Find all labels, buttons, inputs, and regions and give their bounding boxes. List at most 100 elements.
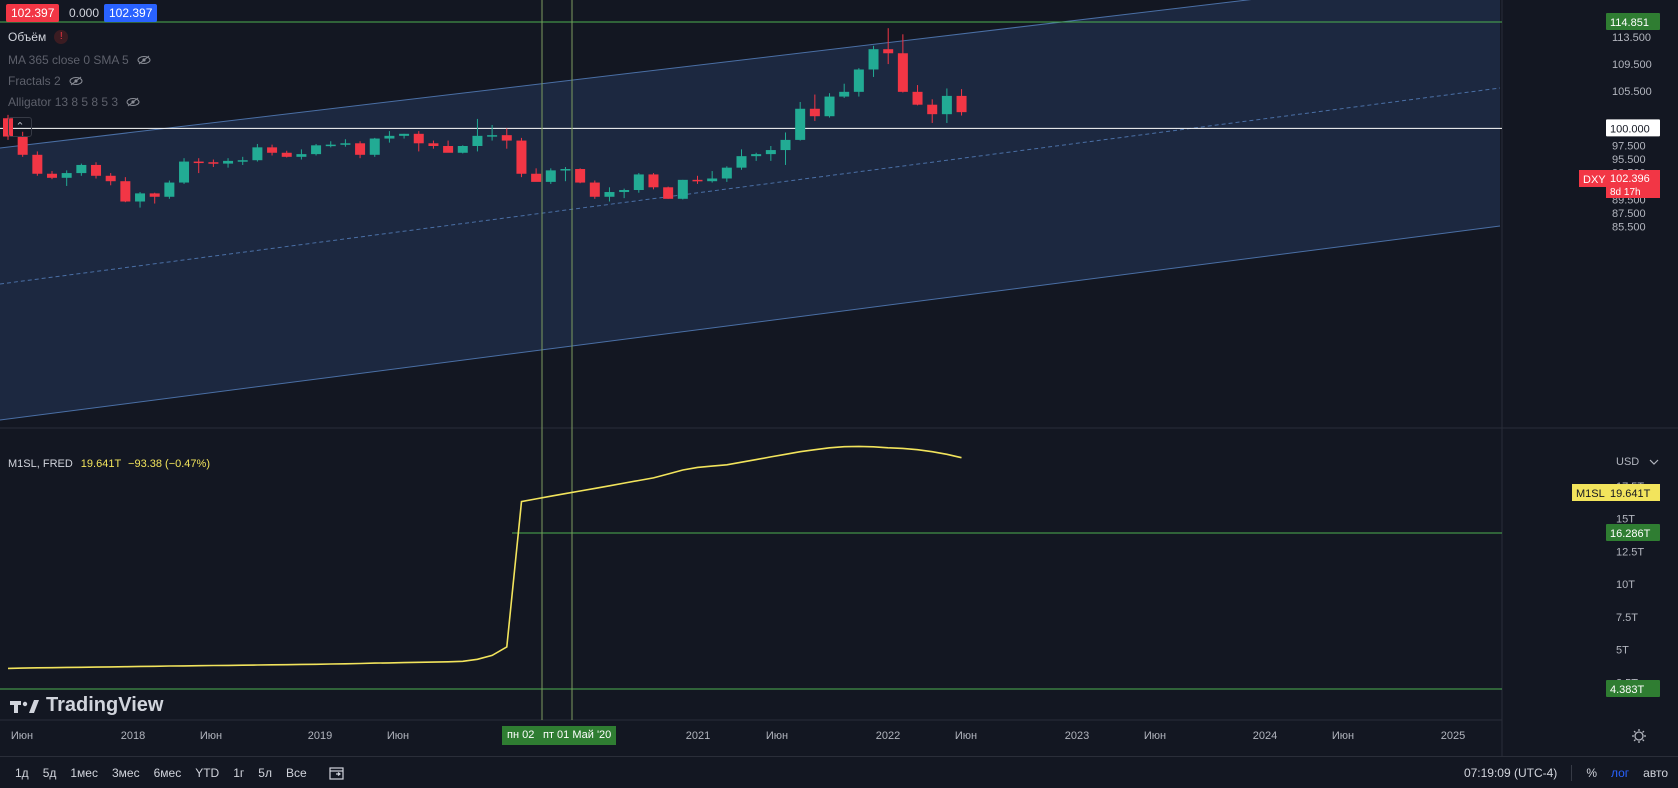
legend-fractals[interactable]: Fractals 2 [8,74,83,88]
timeframe-button[interactable]: 3мес [111,765,140,780]
gear-icon-tooth [1633,730,1636,733]
auto-scale-toggle[interactable]: авто [1643,765,1668,780]
time-axis-label: Июн [766,730,788,742]
candle-body [780,139,791,151]
candle-body [413,133,424,144]
price-tick-label: 105.500 [1612,86,1652,98]
m1-tick-label: 5T [1616,645,1629,657]
m1-tag-low-bg [1606,680,1660,697]
legend-ma-label: MA 365 close 0 SMA 5 [8,53,129,67]
candle-body [193,161,204,164]
eye-hidden-icon[interactable] [126,97,140,107]
candle-body [545,170,556,182]
price-tick-label: 113.500 [1612,32,1651,44]
candle-body [912,91,923,105]
candle-body [751,154,762,157]
legend-alligator-label: Alligator 13 8 5 8 5 3 [8,95,119,109]
m1-symbol-tag-bg [1572,484,1606,501]
time-axis-label: Июн [200,730,222,742]
time-axis-label: Июн [387,730,409,742]
m1-tick-label: 7.5T [1616,612,1638,624]
m1-tick-label: 10T [1616,579,1635,591]
date-range-icon[interactable] [328,765,346,781]
divider [1571,764,1573,781]
channel-lower-line [0,225,1501,421]
timeframe-button[interactable]: Все [285,765,307,780]
price-tick-label: 95.500 [1612,154,1646,166]
time-axis-label: Июн [955,730,977,742]
timeframe-button[interactable]: 5д [42,765,57,780]
timeframe-button[interactable]: 6мес [153,765,182,780]
log-scale-toggle[interactable]: лог [1610,765,1630,780]
legend-ma[interactable]: MA 365 close 0 SMA 5 [8,53,151,67]
clock-timezone[interactable]: 07:19:09 (UTC-4) [1463,765,1558,780]
m1-tick-label: 12.5T [1616,546,1644,558]
time-axis-label: 2025 [1441,730,1465,742]
dxy-countdown: 8d 17h [1610,187,1641,198]
timeframe-list: 1д 5д 1мес 3мес 6мес YTD 1г 5л Все [0,766,314,780]
percent-scale-toggle[interactable]: % [1586,765,1597,780]
candle-body [516,140,527,174]
candle-body [677,179,688,199]
tradingview-watermark: TradingView [10,694,163,717]
candle-body [399,133,410,136]
candle-body [179,161,190,183]
candle-body [487,135,498,137]
timeframe-button[interactable]: 1д [15,765,29,780]
candle-body [325,144,336,147]
m1-tick-label: 15T [1616,514,1635,526]
status-controls: 07:19:09 (UTC-4) % лог авто [1464,757,1668,788]
candle-body [296,154,307,157]
candle-body [223,160,234,164]
legend-volume[interactable]: Объём ! [8,30,69,44]
candle-body [633,174,644,191]
candle-body [648,174,659,188]
candle-body [384,135,395,139]
price-tick-label: 87.500 [1612,208,1646,220]
candle-body [839,91,850,97]
candle-body [824,96,835,117]
m1sl-legend[interactable]: M1SL, FRED 19.641T −93.38 (−0.47%) [8,458,210,470]
price-tag-top: 114.851 [1610,17,1649,29]
candle-body [311,145,322,155]
candle-body [765,150,776,155]
timeframe-button[interactable]: 1мес [70,765,98,780]
candle-body [61,173,72,178]
candle-body [281,152,292,157]
timeframe-button[interactable]: 5л [258,765,272,780]
buy-price-box[interactable]: 102.397 [104,4,158,22]
sell-price-box[interactable]: 102.397 [6,4,60,22]
price-tick-label: 109.500 [1612,59,1652,71]
candle-body [47,173,58,178]
candle-body [795,108,806,140]
time-axis-label: 2024 [1253,730,1277,742]
regression-channel [0,0,1500,420]
candle-body [868,49,879,70]
candle-body [692,179,703,182]
candle-body [237,160,248,162]
candle-body [897,53,908,92]
time-axis-label: 2018 [121,730,145,742]
eye-hidden-icon[interactable] [137,55,151,65]
time-axis-label: 2021 [686,730,710,742]
timeframe-button[interactable]: 1г [233,765,245,780]
eye-hidden-icon[interactable] [69,76,83,86]
candle-body [956,95,967,113]
tradingview-logo-icon [10,699,39,713]
collapse-legend-button[interactable]: ⌃ [8,117,32,137]
m1-value-tag: 19.641T [1610,488,1651,500]
candle-body [809,108,820,117]
candle-body [721,167,732,179]
time-axis-label: Июн [11,730,33,742]
warning-icon[interactable]: ! [54,30,69,44]
candle-body [149,193,160,197]
price-tick-label: 85.500 [1612,222,1646,234]
timeframe-button[interactable]: YTD [195,765,220,780]
candle-body [457,145,468,153]
time-axis-label: Июн [1332,730,1354,742]
m1-symbol-tag: M1SL [1576,488,1605,500]
price-tag-100-bg [1606,119,1660,137]
legend-alligator[interactable]: Alligator 13 8 5 8 5 3 [8,95,140,109]
